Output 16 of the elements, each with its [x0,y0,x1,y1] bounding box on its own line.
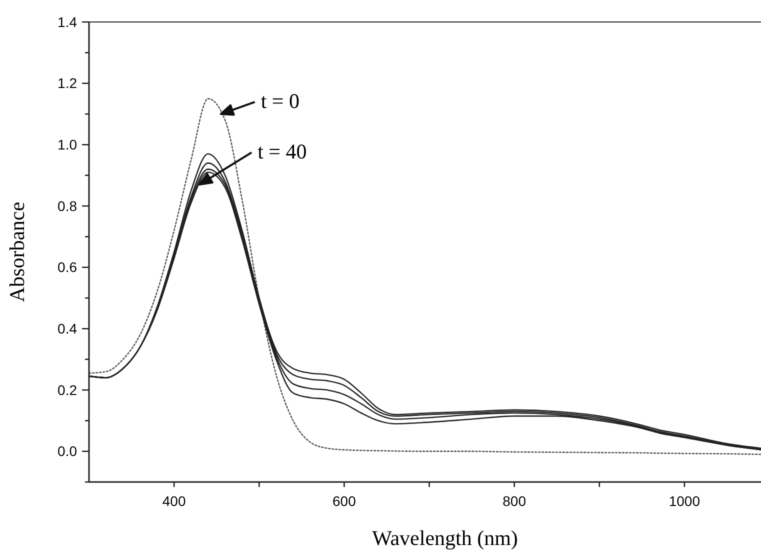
y-tick-label: 0.4 [58,320,78,337]
y-tick-label: 1.2 [58,75,78,92]
y-axis-title: Absorbance [5,202,29,302]
x-tick-label: 600 [332,493,356,509]
text: 1.0 [58,136,77,153]
x-tick-label: 800 [502,493,526,509]
annotation: t = 0 [260,89,300,113]
y-tick-label: 0.8 [58,198,78,214]
x-axis-title: Wavelength (nm) [372,526,518,550]
y-tick-label: 0.6 [58,259,78,276]
text: 0.0 [58,443,77,460]
x-tick-label: 400 [162,493,186,509]
y-tick-label: 1.4 [58,14,78,30]
y-tick-label: 0.2 [58,382,78,398]
annotation: t = 40 [258,140,307,164]
x-tick-label: 1000 [668,493,700,509]
